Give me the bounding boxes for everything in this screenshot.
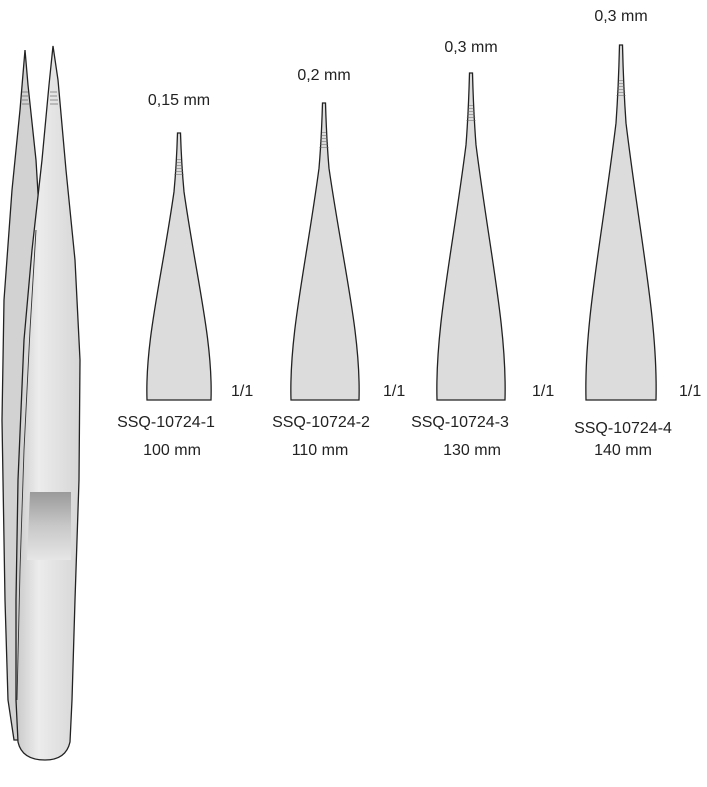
length-label-1: 100 mm (143, 442, 201, 459)
length-label-3: 130 mm (443, 442, 501, 459)
tip-serration-3 (466, 105, 476, 121)
tip-width-label-1: 0,15 mm (147, 92, 211, 109)
tip-width-label-2: 0,2 mm (297, 67, 351, 84)
tip-serration-4 (616, 80, 626, 96)
tip-shape-3 (436, 72, 506, 401)
scale-label-2: 1/1 (383, 383, 406, 400)
product-code-3: SSQ-10724-3 (411, 414, 509, 431)
scale-label-3: 1/1 (532, 383, 555, 400)
tip-width-label-4: 0,3 mm (594, 8, 648, 25)
product-code-2: SSQ-10724-2 (272, 414, 370, 431)
product-code-4: SSQ-10724-4 (574, 420, 672, 437)
scale-label-4: 1/1 (679, 383, 702, 400)
scale-label-1: 1/1 (231, 383, 254, 400)
length-label-2: 110 mm (291, 442, 349, 459)
tip-shape-2 (290, 102, 360, 401)
tip-shape-1 (146, 132, 212, 401)
forceps-grip-band (27, 492, 71, 560)
length-label-4: 140 mm (594, 442, 652, 459)
forceps-front-arm (15, 45, 81, 761)
product-code-1: SSQ-10724-1 (117, 414, 215, 431)
tip-serration-2 (319, 132, 329, 148)
tip-width-label-3: 0,3 mm (444, 39, 498, 56)
tip-shape-4 (585, 44, 657, 401)
forceps-full-view (1, 45, 81, 761)
tip-details (146, 44, 657, 401)
tip-serration-1 (174, 159, 184, 175)
forceps-tip-serration (22, 91, 58, 105)
forceps-inner-edge (16, 229, 37, 701)
